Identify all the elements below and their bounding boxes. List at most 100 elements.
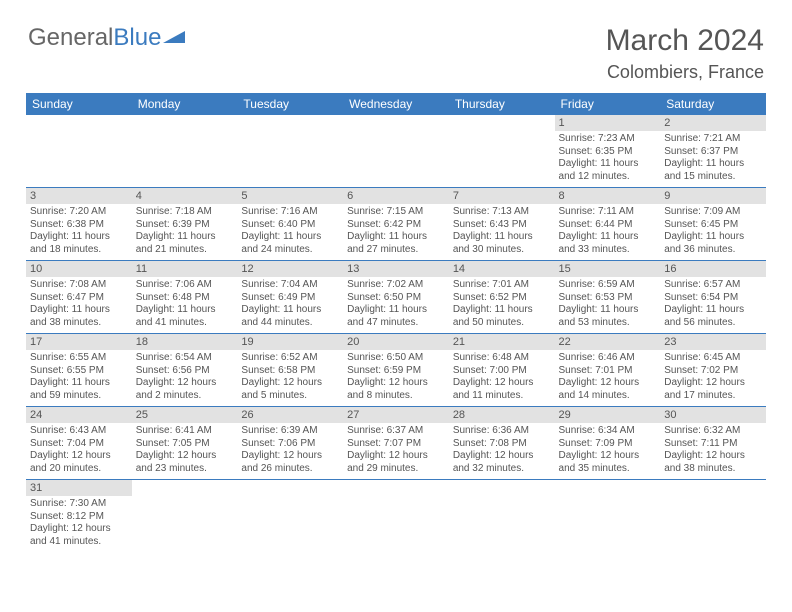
day-details: Sunrise: 7:04 AMSunset: 6:49 PMDaylight:… xyxy=(237,277,343,333)
calendar-day: 27Sunrise: 6:37 AMSunset: 7:07 PMDayligh… xyxy=(343,407,449,480)
calendar-day: 29Sunrise: 6:34 AMSunset: 7:09 PMDayligh… xyxy=(555,407,661,480)
calendar-week: 17Sunrise: 6:55 AMSunset: 6:55 PMDayligh… xyxy=(26,334,766,407)
day-details: Sunrise: 6:39 AMSunset: 7:06 PMDaylight:… xyxy=(237,423,343,479)
calendar-day: 7Sunrise: 7:13 AMSunset: 6:43 PMDaylight… xyxy=(449,188,555,261)
day-details: Sunrise: 6:48 AMSunset: 7:00 PMDaylight:… xyxy=(449,350,555,406)
calendar-day-empty xyxy=(132,480,238,553)
calendar-day: 17Sunrise: 6:55 AMSunset: 6:55 PMDayligh… xyxy=(26,334,132,407)
calendar-day: 9Sunrise: 7:09 AMSunset: 6:45 PMDaylight… xyxy=(660,188,766,261)
weekday-header: Wednesday xyxy=(343,93,449,115)
day-details: Sunrise: 7:13 AMSunset: 6:43 PMDaylight:… xyxy=(449,204,555,260)
day-details: Sunrise: 7:18 AMSunset: 6:39 PMDaylight:… xyxy=(132,204,238,260)
day-number: 24 xyxy=(26,407,132,423)
day-details: Sunrise: 6:36 AMSunset: 7:08 PMDaylight:… xyxy=(449,423,555,479)
day-number: 15 xyxy=(555,261,661,277)
day-details: Sunrise: 7:02 AMSunset: 6:50 PMDaylight:… xyxy=(343,277,449,333)
calendar-day: 20Sunrise: 6:50 AMSunset: 6:59 PMDayligh… xyxy=(343,334,449,407)
day-details: Sunrise: 7:09 AMSunset: 6:45 PMDaylight:… xyxy=(660,204,766,260)
calendar-table: SundayMondayTuesdayWednesdayThursdayFrid… xyxy=(26,93,766,552)
weekday-header: Friday xyxy=(555,93,661,115)
day-number: 19 xyxy=(237,334,343,350)
day-number: 22 xyxy=(555,334,661,350)
day-number: 3 xyxy=(26,188,132,204)
weekday-header: Monday xyxy=(132,93,238,115)
weekday-row: SundayMondayTuesdayWednesdayThursdayFrid… xyxy=(26,93,766,115)
calendar-week: 24Sunrise: 6:43 AMSunset: 7:04 PMDayligh… xyxy=(26,407,766,480)
day-details: Sunrise: 7:15 AMSunset: 6:42 PMDaylight:… xyxy=(343,204,449,260)
calendar-day-empty xyxy=(555,480,661,553)
calendar-day: 31Sunrise: 7:30 AMSunset: 8:12 PMDayligh… xyxy=(26,480,132,553)
weekday-header: Saturday xyxy=(660,93,766,115)
calendar-day-empty xyxy=(343,115,449,188)
day-number: 12 xyxy=(237,261,343,277)
day-number: 18 xyxy=(132,334,238,350)
calendar-day: 3Sunrise: 7:20 AMSunset: 6:38 PMDaylight… xyxy=(26,188,132,261)
calendar-day: 25Sunrise: 6:41 AMSunset: 7:05 PMDayligh… xyxy=(132,407,238,480)
calendar-day: 18Sunrise: 6:54 AMSunset: 6:56 PMDayligh… xyxy=(132,334,238,407)
day-number: 5 xyxy=(237,188,343,204)
day-number: 14 xyxy=(449,261,555,277)
day-number: 26 xyxy=(237,407,343,423)
day-number: 28 xyxy=(449,407,555,423)
weekday-header: Tuesday xyxy=(237,93,343,115)
day-details: Sunrise: 6:55 AMSunset: 6:55 PMDaylight:… xyxy=(26,350,132,406)
calendar-day: 11Sunrise: 7:06 AMSunset: 6:48 PMDayligh… xyxy=(132,261,238,334)
calendar-day-empty xyxy=(237,115,343,188)
day-details: Sunrise: 7:01 AMSunset: 6:52 PMDaylight:… xyxy=(449,277,555,333)
day-details: Sunrise: 7:20 AMSunset: 6:38 PMDaylight:… xyxy=(26,204,132,260)
day-number: 25 xyxy=(132,407,238,423)
day-number: 16 xyxy=(660,261,766,277)
day-details: Sunrise: 6:41 AMSunset: 7:05 PMDaylight:… xyxy=(132,423,238,479)
day-number: 13 xyxy=(343,261,449,277)
day-details: Sunrise: 7:23 AMSunset: 6:35 PMDaylight:… xyxy=(555,131,661,187)
day-details: Sunrise: 6:34 AMSunset: 7:09 PMDaylight:… xyxy=(555,423,661,479)
day-details: Sunrise: 7:11 AMSunset: 6:44 PMDaylight:… xyxy=(555,204,661,260)
day-details: Sunrise: 7:16 AMSunset: 6:40 PMDaylight:… xyxy=(237,204,343,260)
day-number: 27 xyxy=(343,407,449,423)
day-details: Sunrise: 6:37 AMSunset: 7:07 PMDaylight:… xyxy=(343,423,449,479)
calendar-day-empty xyxy=(132,115,238,188)
day-number: 2 xyxy=(660,115,766,131)
calendar-day-empty xyxy=(660,480,766,553)
calendar-day: 6Sunrise: 7:15 AMSunset: 6:42 PMDaylight… xyxy=(343,188,449,261)
calendar-week: 31Sunrise: 7:30 AMSunset: 8:12 PMDayligh… xyxy=(26,480,766,553)
day-details: Sunrise: 6:59 AMSunset: 6:53 PMDaylight:… xyxy=(555,277,661,333)
calendar-day: 23Sunrise: 6:45 AMSunset: 7:02 PMDayligh… xyxy=(660,334,766,407)
day-details: Sunrise: 6:43 AMSunset: 7:04 PMDaylight:… xyxy=(26,423,132,479)
calendar-head: SundayMondayTuesdayWednesdayThursdayFrid… xyxy=(26,93,766,115)
weekday-header: Sunday xyxy=(26,93,132,115)
logo-text-general: General xyxy=(28,24,113,52)
day-number: 17 xyxy=(26,334,132,350)
day-details: Sunrise: 6:57 AMSunset: 6:54 PMDaylight:… xyxy=(660,277,766,333)
calendar-day: 8Sunrise: 7:11 AMSunset: 6:44 PMDaylight… xyxy=(555,188,661,261)
title-block: March 2024 Colombiers, France xyxy=(606,24,764,83)
calendar-day-empty xyxy=(237,480,343,553)
day-details: Sunrise: 7:30 AMSunset: 8:12 PMDaylight:… xyxy=(26,496,132,552)
day-number: 10 xyxy=(26,261,132,277)
day-number: 8 xyxy=(555,188,661,204)
day-details: Sunrise: 6:52 AMSunset: 6:58 PMDaylight:… xyxy=(237,350,343,406)
calendar-day: 5Sunrise: 7:16 AMSunset: 6:40 PMDaylight… xyxy=(237,188,343,261)
calendar-day: 26Sunrise: 6:39 AMSunset: 7:06 PMDayligh… xyxy=(237,407,343,480)
calendar-day: 15Sunrise: 6:59 AMSunset: 6:53 PMDayligh… xyxy=(555,261,661,334)
calendar-day: 16Sunrise: 6:57 AMSunset: 6:54 PMDayligh… xyxy=(660,261,766,334)
day-number: 20 xyxy=(343,334,449,350)
day-details: Sunrise: 6:46 AMSunset: 7:01 PMDaylight:… xyxy=(555,350,661,406)
calendar-week: 10Sunrise: 7:08 AMSunset: 6:47 PMDayligh… xyxy=(26,261,766,334)
calendar-week: 3Sunrise: 7:20 AMSunset: 6:38 PMDaylight… xyxy=(26,188,766,261)
day-number: 1 xyxy=(555,115,661,131)
calendar-body: 1Sunrise: 7:23 AMSunset: 6:35 PMDaylight… xyxy=(26,115,766,552)
day-details: Sunrise: 6:50 AMSunset: 6:59 PMDaylight:… xyxy=(343,350,449,406)
day-details: Sunrise: 6:45 AMSunset: 7:02 PMDaylight:… xyxy=(660,350,766,406)
calendar-day: 30Sunrise: 6:32 AMSunset: 7:11 PMDayligh… xyxy=(660,407,766,480)
calendar-day: 12Sunrise: 7:04 AMSunset: 6:49 PMDayligh… xyxy=(237,261,343,334)
day-number: 7 xyxy=(449,188,555,204)
calendar-day: 14Sunrise: 7:01 AMSunset: 6:52 PMDayligh… xyxy=(449,261,555,334)
calendar-day: 24Sunrise: 6:43 AMSunset: 7:04 PMDayligh… xyxy=(26,407,132,480)
logo-text-blue: Blue xyxy=(113,24,161,52)
logo-flag-icon xyxy=(163,29,185,45)
calendar-day: 22Sunrise: 6:46 AMSunset: 7:01 PMDayligh… xyxy=(555,334,661,407)
calendar-day-empty xyxy=(449,480,555,553)
header: GeneralBlue March 2024 Colombiers, Franc… xyxy=(0,0,792,93)
day-details: Sunrise: 7:21 AMSunset: 6:37 PMDaylight:… xyxy=(660,131,766,187)
